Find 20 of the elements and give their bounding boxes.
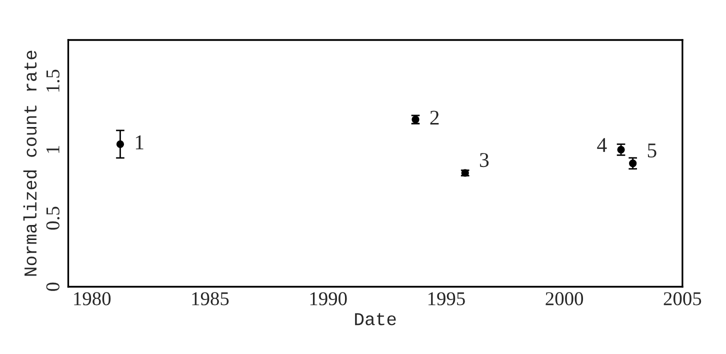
annotation: 5 [648, 144, 656, 158]
y-axis-title: Normalized count rate [23, 50, 37, 276]
x-tick-label: 1995 [428, 292, 465, 306]
point [629, 160, 637, 168]
y-tick-label: 0.5 [46, 206, 60, 230]
annotation: 4 [597, 138, 607, 152]
point [116, 140, 124, 148]
point [617, 146, 625, 154]
annotation: 1 [136, 135, 144, 150]
y-tick-label: 1 [46, 146, 60, 153]
y-tick-label: 1.5 [46, 70, 60, 92]
x-axis-title: Date [355, 313, 396, 326]
annotation: 3 [480, 153, 489, 168]
x-tick-label: 2005 [664, 292, 702, 306]
x-tick-label: 1990 [310, 292, 347, 306]
x-tick-label: 1980 [74, 292, 111, 306]
y-tick-label: 0 [46, 282, 60, 291]
x-tick-label: 1985 [192, 292, 229, 306]
annotation: 2 [430, 110, 439, 125]
x-tick-label: 2000 [546, 292, 584, 306]
